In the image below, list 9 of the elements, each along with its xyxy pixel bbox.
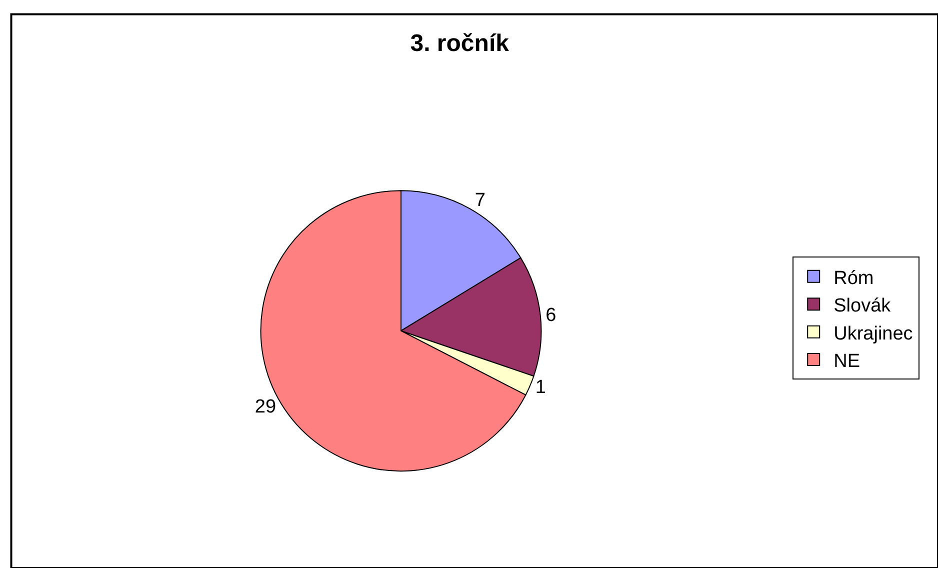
legend-label: Róm bbox=[834, 268, 874, 289]
data-label: 6 bbox=[546, 304, 556, 326]
data-label: 7 bbox=[474, 190, 486, 212]
data-label: 1 bbox=[535, 376, 546, 398]
legend-label: Slovák bbox=[834, 296, 892, 317]
legend-label: NE bbox=[834, 350, 860, 372]
data-label: 29 bbox=[254, 396, 276, 418]
chart-title: 3. ročník bbox=[410, 30, 510, 57]
legend-label: Ukrajinec bbox=[834, 323, 913, 344]
